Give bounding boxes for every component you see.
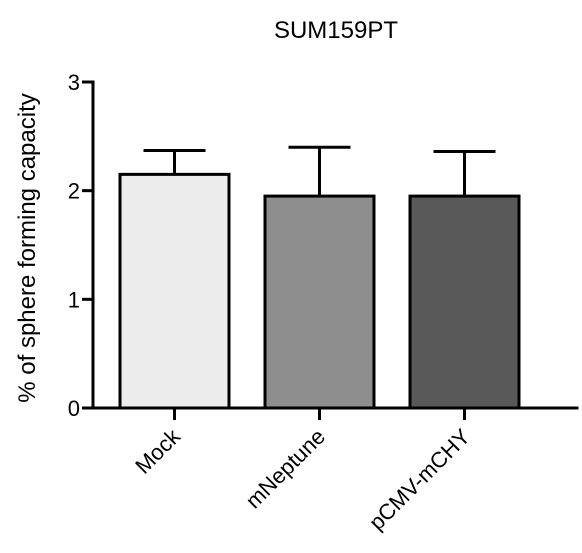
- y-tick-label-0: 0: [68, 396, 80, 421]
- bar-mock: [118, 172, 231, 410]
- x-tick-label-mock: Mock: [130, 423, 186, 479]
- y-axis-label: % of sphere forming capacity: [14, 93, 41, 402]
- chart-title: SUM159PT: [274, 17, 398, 44]
- y-tick-label-1: 1: [68, 287, 80, 312]
- y-tick-label-3: 3: [68, 70, 80, 95]
- plot-layer: 0 1 2 3 Mock mNeptune pCMV-mCHY: [68, 70, 579, 535]
- bar-mneptune: [263, 194, 376, 410]
- y-tick-label-2: 2: [68, 179, 80, 204]
- x-tick-label-mneptune: mNeptune: [241, 424, 330, 513]
- bar-pcmv-mchy: [408, 194, 521, 410]
- x-tick-label-pcmv-mchy: pCMV-mCHY: [364, 424, 475, 535]
